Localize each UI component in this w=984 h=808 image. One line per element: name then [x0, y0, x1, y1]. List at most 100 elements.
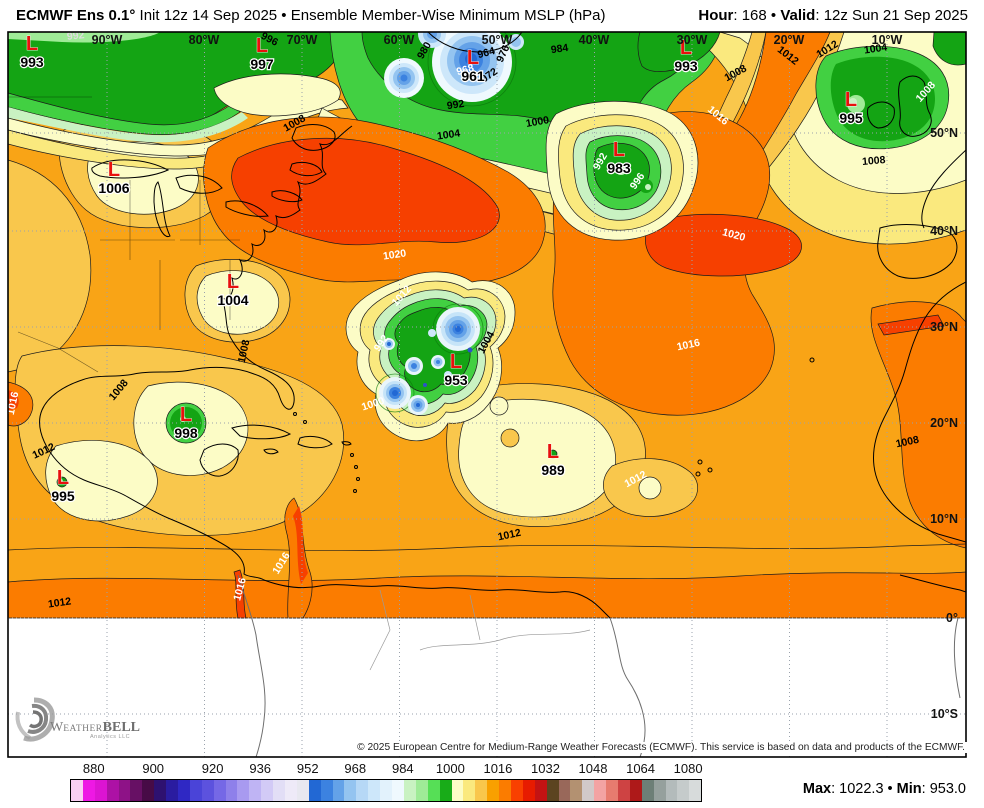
sep: : — [815, 6, 824, 24]
contour-label: 1020 — [721, 226, 747, 244]
logo-text-eather: EATHER — [63, 724, 103, 734]
colorbar-cell — [71, 780, 83, 801]
colorbar-cell — [689, 780, 702, 801]
colorbar-cell — [201, 780, 214, 801]
map-area: 1020 1012 1020 1016 1016 1016 1012 1012 1012 1008… — [0, 29, 984, 758]
colorbar-cell — [82, 780, 95, 801]
field-pacific-edge — [8, 381, 34, 427]
low-L-glyph: L — [256, 35, 268, 57]
colorbar-tick-label: 1032 — [531, 761, 560, 776]
colorbar-cell — [106, 780, 119, 801]
colorbar-tick-label: 1016 — [483, 761, 513, 776]
copyright-notice: © 2025 European Centre for Medium-Range … — [354, 742, 968, 753]
colorbar-cell — [415, 780, 428, 801]
colorbar-cell — [368, 780, 381, 801]
contour-label: 984 — [550, 42, 569, 56]
colorbar-cell — [237, 780, 250, 801]
map-title-rest: Init 12z 14 Sep 2025 • Ensemble Member-W… — [135, 6, 606, 24]
colorbar-cell — [320, 780, 333, 801]
colorbar-tick-label: 1080 — [673, 761, 703, 776]
low-pressure-value: 953 — [444, 372, 468, 388]
field-neus-high — [203, 116, 546, 285]
low-pressure-value: 983 — [607, 160, 631, 176]
weatherbell-logo-text: WEATHERBELL — [50, 718, 140, 736]
max-value: 1022.3 — [839, 781, 884, 797]
colorbar-cell — [249, 780, 262, 801]
field-topright — [637, 32, 966, 245]
weatherbell-logo: WEATHERBELL Analytics LLC — [12, 694, 162, 756]
longitude-label: 20°W — [774, 33, 805, 47]
longitude-label: 10°W — [872, 33, 903, 47]
colorbar-cell — [344, 780, 357, 801]
longitude-labels: 90°W 80°W 70°W 60°W 50°W 40°W 30°W 20°W 10°W — [92, 33, 903, 47]
contour-label: 1020 — [382, 247, 407, 262]
logo-text-w: W — [50, 720, 64, 735]
field-989-low — [446, 383, 698, 527]
colorbar-tick-label: 920 — [201, 761, 224, 776]
low-pressure-value: 989 — [541, 462, 565, 478]
colorbar-cell — [617, 780, 630, 801]
low-L-glyph: L — [467, 47, 479, 69]
low-pressure-value: 995 — [839, 110, 863, 126]
colorbar-tick-label: 984 — [391, 761, 414, 776]
colorbar-cell — [142, 780, 155, 801]
low-pressure-value: 961 — [461, 68, 485, 84]
hour-value: 168 — [741, 6, 767, 24]
colorbar-tick-label: 900 — [142, 761, 165, 776]
sep: : — [921, 781, 930, 797]
contour-label: 992 — [446, 98, 465, 112]
colorbar-cell — [296, 780, 309, 801]
field-caribbean — [14, 345, 345, 536]
colorbar-tick-label: 952 — [296, 761, 319, 776]
field-tropical-cluster — [345, 271, 516, 442]
colorbar-cell — [487, 780, 500, 801]
colorbar-cell — [534, 780, 547, 801]
colorbar-cell — [285, 780, 297, 801]
colorbar-cell — [510, 780, 523, 801]
colorbar-cell — [261, 780, 274, 801]
low-L-glyph: L — [227, 271, 239, 293]
contour-label: 1008 — [236, 339, 253, 364]
valid-time: Hour: 168 • Valid: 12z Sun 21 Sep 2025 — [698, 7, 968, 24]
colorbar-cell — [380, 780, 393, 801]
low-pressure-value: 993 — [20, 54, 44, 70]
hour-label: Hour — [698, 6, 734, 24]
contour-label: 1008 — [895, 434, 920, 451]
low-L-glyph: L — [180, 404, 192, 426]
colorbar-cell — [558, 780, 571, 801]
colorbar-cell — [403, 780, 416, 801]
low-L-glyph: L — [845, 89, 857, 111]
latitude-label: 0° — [946, 611, 958, 625]
map-frame — [7, 31, 967, 758]
contour-label: 1016 — [5, 391, 22, 416]
colorbar-cell — [546, 780, 559, 801]
colorbar-cell — [130, 780, 143, 801]
sep: : — [831, 781, 840, 797]
sep: • — [883, 781, 897, 797]
colorbar-cell — [427, 780, 440, 801]
colorbar-cell — [629, 780, 642, 801]
sep: : — [733, 6, 742, 24]
map-title-model: ECMWF Ens 0.1° — [16, 6, 136, 24]
latitude-label: 50°N — [930, 126, 958, 140]
logo-subtitle: Analytics LLC — [90, 734, 131, 740]
valid-value: 12z Sun 21 Sep 2025 — [823, 6, 968, 24]
colorbar-cell — [392, 780, 404, 801]
colorbar-cell — [594, 780, 607, 801]
contour-label: 968 — [455, 62, 475, 78]
colorbar-tick-label: 1048 — [578, 761, 608, 776]
contour-label: 964 — [476, 45, 496, 61]
contour-label: 1016 — [231, 576, 249, 602]
longitude-label: 90°W — [92, 33, 123, 47]
colorbar-cell — [665, 780, 678, 801]
latitude-label: 40°N — [930, 224, 958, 238]
mslp-map-svg: 1020101210201016101610161012101210121008… — [5, 29, 967, 758]
contour-label: 1008 — [862, 154, 886, 168]
